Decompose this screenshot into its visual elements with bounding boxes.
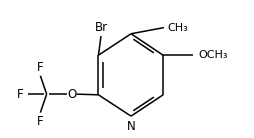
Text: F: F [17,88,24,101]
Text: OCH₃: OCH₃ [198,50,228,60]
Text: O: O [67,88,76,101]
Text: N: N [127,120,135,132]
Text: Br: Br [94,21,107,34]
Text: CH₃: CH₃ [168,23,188,33]
Text: F: F [37,61,44,74]
Text: F: F [37,115,44,128]
